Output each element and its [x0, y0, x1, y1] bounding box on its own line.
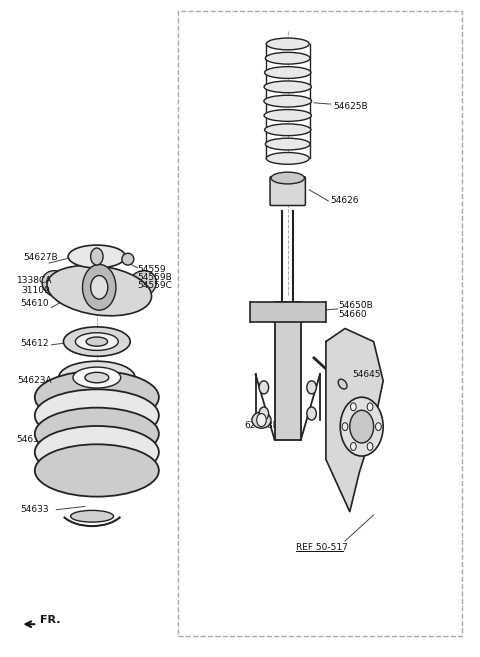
- Circle shape: [83, 264, 116, 310]
- Text: 54623A: 54623A: [17, 376, 52, 386]
- Ellipse shape: [264, 124, 311, 135]
- Ellipse shape: [42, 271, 71, 298]
- Circle shape: [340, 397, 383, 456]
- Ellipse shape: [264, 110, 312, 122]
- Text: 54660: 54660: [338, 309, 366, 319]
- Ellipse shape: [266, 152, 309, 164]
- Text: 62618B: 62618B: [245, 421, 279, 430]
- Ellipse shape: [63, 327, 130, 356]
- Circle shape: [259, 407, 269, 420]
- FancyBboxPatch shape: [250, 302, 326, 322]
- Ellipse shape: [35, 444, 159, 497]
- Text: 54627B: 54627B: [23, 254, 58, 262]
- Ellipse shape: [265, 138, 310, 150]
- Text: 54633: 54633: [21, 505, 49, 514]
- Text: REF 50-517: REF 50-517: [296, 543, 348, 552]
- Circle shape: [307, 381, 316, 394]
- Ellipse shape: [338, 379, 347, 389]
- Circle shape: [350, 443, 356, 451]
- FancyBboxPatch shape: [270, 177, 305, 206]
- Ellipse shape: [71, 510, 114, 522]
- Ellipse shape: [35, 371, 159, 423]
- FancyBboxPatch shape: [275, 302, 301, 440]
- Ellipse shape: [252, 412, 271, 428]
- Circle shape: [342, 422, 348, 430]
- Text: FR.: FR.: [39, 615, 60, 625]
- Ellipse shape: [266, 38, 309, 50]
- Text: 1338CA: 1338CA: [17, 276, 52, 285]
- Circle shape: [91, 248, 103, 265]
- Ellipse shape: [47, 265, 152, 316]
- Ellipse shape: [264, 81, 312, 93]
- Text: 54626: 54626: [331, 196, 359, 206]
- Text: 54630S: 54630S: [17, 435, 51, 444]
- Ellipse shape: [264, 66, 311, 78]
- Text: 54650B: 54650B: [338, 301, 372, 310]
- Ellipse shape: [75, 332, 118, 350]
- Circle shape: [259, 381, 269, 394]
- Ellipse shape: [122, 253, 134, 265]
- Text: 54559: 54559: [137, 265, 166, 274]
- Ellipse shape: [73, 367, 120, 388]
- Text: 54645: 54645: [352, 370, 381, 379]
- Circle shape: [257, 413, 266, 426]
- Ellipse shape: [128, 271, 156, 298]
- Ellipse shape: [265, 53, 310, 64]
- Circle shape: [367, 403, 373, 411]
- Ellipse shape: [85, 373, 109, 383]
- Polygon shape: [326, 328, 383, 512]
- Ellipse shape: [264, 95, 312, 107]
- Circle shape: [375, 422, 381, 430]
- Text: 54612: 54612: [21, 339, 49, 348]
- Ellipse shape: [35, 407, 159, 460]
- Circle shape: [350, 410, 373, 443]
- Text: 54559C: 54559C: [137, 281, 172, 290]
- Text: 31109: 31109: [22, 286, 50, 295]
- Text: 54559B: 54559B: [137, 273, 172, 282]
- Circle shape: [307, 407, 316, 420]
- Circle shape: [91, 275, 108, 299]
- Ellipse shape: [35, 426, 159, 478]
- Ellipse shape: [86, 337, 108, 346]
- Ellipse shape: [68, 245, 125, 268]
- Ellipse shape: [59, 361, 135, 394]
- Ellipse shape: [271, 172, 304, 184]
- Circle shape: [350, 403, 356, 411]
- Text: 54625B: 54625B: [333, 102, 368, 110]
- Text: 54610: 54610: [21, 299, 49, 308]
- Circle shape: [367, 443, 373, 451]
- Ellipse shape: [35, 390, 159, 442]
